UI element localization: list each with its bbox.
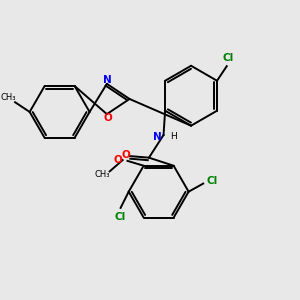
Text: N: N	[103, 75, 112, 85]
Text: CH₃: CH₃	[1, 93, 16, 102]
Text: O: O	[114, 155, 123, 165]
Text: N: N	[153, 132, 162, 142]
Text: H: H	[170, 132, 177, 141]
Text: Cl: Cl	[206, 176, 218, 186]
Text: O: O	[121, 150, 130, 160]
Text: Cl: Cl	[115, 212, 126, 222]
Text: O: O	[103, 113, 112, 123]
Text: CH₃: CH₃	[94, 170, 110, 179]
Text: Cl: Cl	[223, 53, 234, 63]
